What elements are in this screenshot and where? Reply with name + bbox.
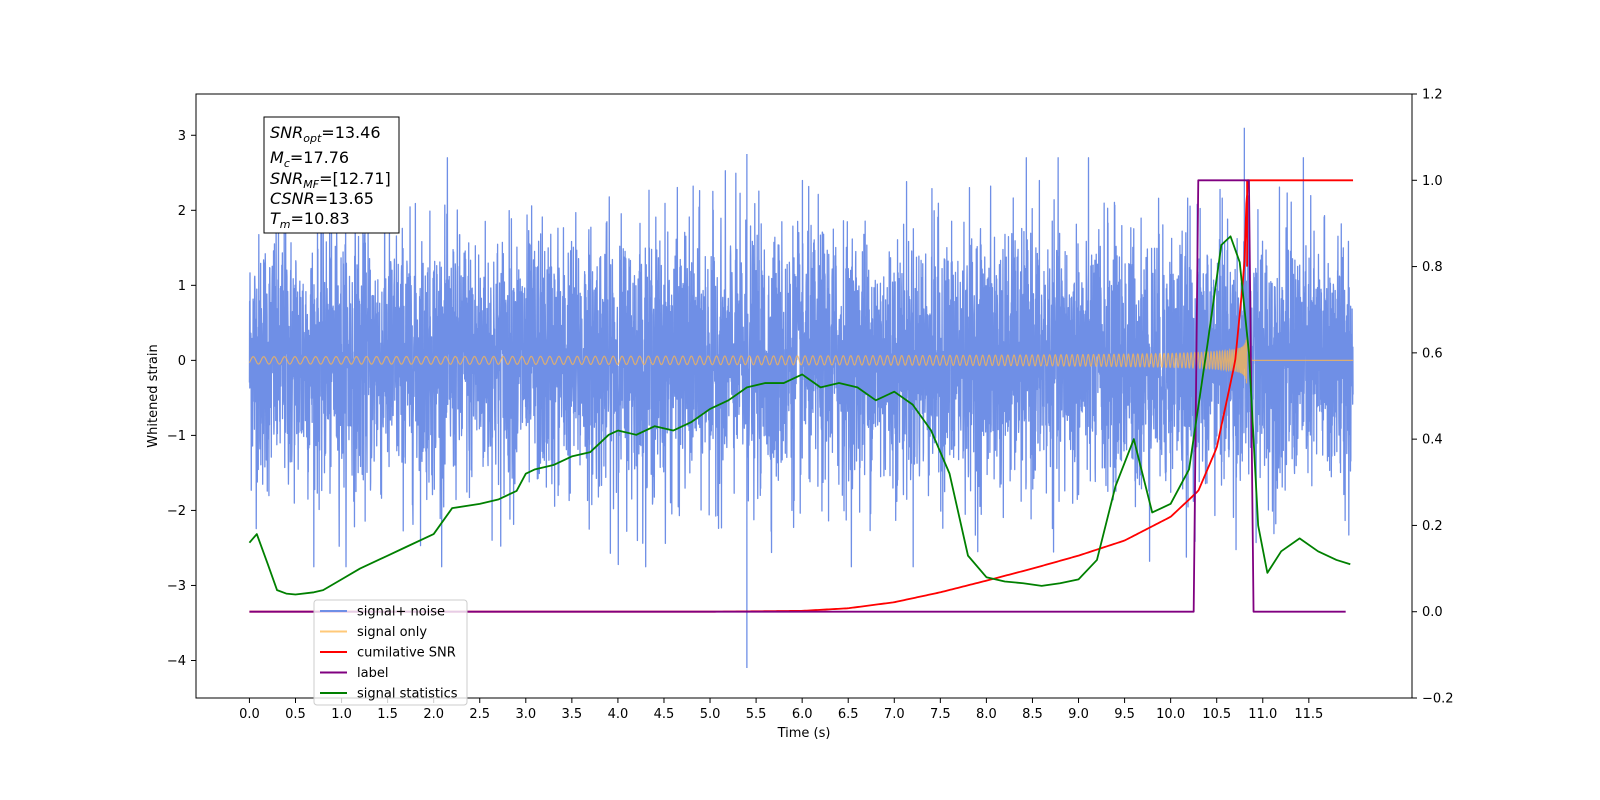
- plot-frame: [195, 93, 1413, 699]
- legend-entry: signal only: [357, 625, 427, 640]
- y-axis-label: Whitened strain: [146, 344, 161, 447]
- x-tick-label: 7.5: [930, 707, 951, 722]
- annotation-box: SNRopt=13.46Mc=17.76SNRMF=[12.71]CSNR=13…: [263, 116, 400, 234]
- x-tick-label: 3.0: [515, 707, 536, 722]
- x-tick-label: 7.0: [884, 707, 905, 722]
- y-right-tick-label: 1.2: [1422, 88, 1443, 103]
- y-right-tick-label: 1.0: [1422, 174, 1443, 189]
- x-tick-label: 9.5: [1114, 707, 1135, 722]
- y-right-tick-label: 0.8: [1422, 260, 1443, 275]
- annotation-symbol: M: [270, 148, 284, 167]
- annotation-frame: [263, 116, 400, 234]
- annotation-line: Mc=17.76: [270, 148, 349, 170]
- legend-entry: label: [357, 666, 388, 681]
- x-tick-label: 10.5: [1202, 707, 1231, 722]
- annotation-subscript: m: [280, 218, 291, 231]
- x-axis-label: Time (s): [777, 726, 831, 741]
- y-tick-label: 0: [178, 354, 186, 369]
- series-signal-noise: [248, 127, 1354, 668]
- y-right-tick-label: 0.2: [1422, 519, 1443, 534]
- x-tick-label: 3.5: [562, 707, 583, 722]
- annotation-line: CSNR=13.65: [270, 189, 374, 208]
- annotation-symbol: SNR: [270, 169, 303, 188]
- x-tick-label: 4.0: [608, 707, 629, 722]
- y-axis-right: 1.2 1.0 0.8 0.6 0.4 0.2 0.0 −0.2: [1412, 88, 1454, 707]
- legend-entry: cumilative SNR: [357, 646, 456, 661]
- x-tick-label: 8.5: [1022, 707, 1043, 722]
- series-signal-only: [248, 336, 1354, 384]
- x-tick-label: 4.5: [654, 707, 675, 722]
- x-tick-label: 11.0: [1248, 707, 1277, 722]
- annotation-line: SNRMF=[12.71]: [270, 169, 391, 191]
- annotation-subscript: opt: [303, 132, 322, 145]
- y-right-tick-label: 0.6: [1422, 346, 1443, 361]
- annotation-value: =13.46: [321, 123, 380, 142]
- x-tick-label: 8.0: [976, 707, 997, 722]
- annotation-symbol: CSNR: [270, 189, 315, 208]
- legend-entry: signal statistics: [357, 687, 458, 702]
- series-signal-statistics: [248, 235, 1351, 596]
- annotation-value: =13.65: [315, 189, 374, 208]
- y-tick-label: −1: [167, 429, 186, 444]
- y-tick-label: −2: [167, 504, 186, 519]
- annotation-subscript: MF: [303, 178, 319, 191]
- y-tick-label: −4: [167, 654, 186, 669]
- x-tick-label: 0.5: [285, 707, 306, 722]
- x-tick-label: 9.0: [1068, 707, 1089, 722]
- x-tick-label: 10.0: [1156, 707, 1185, 722]
- x-tick-label: 5.0: [700, 707, 721, 722]
- annotation-value: =10.83: [291, 209, 350, 228]
- x-axis: 0.0 0.5 1.0 1.5 2.0 2.5 3.0 3.5 4.0 4.5 5.0 5.5 6.0 6…: [239, 698, 1323, 722]
- x-tick-label: 6.0: [792, 707, 813, 722]
- y-right-tick-label: 0.0: [1422, 605, 1443, 620]
- x-tick-label: 5.5: [746, 707, 767, 722]
- legend: signal+ noise signal only cumilative SNR la…: [313, 599, 468, 706]
- y-right-tick-label: 0.4: [1422, 433, 1443, 448]
- x-tick-label: 0.0: [239, 707, 260, 722]
- x-tick-label: 1.0: [331, 707, 352, 722]
- series-label: [249, 179, 1346, 613]
- legend-entry: signal+ noise: [357, 605, 445, 620]
- annotation-symbol: SNR: [270, 123, 303, 142]
- x-tick-label: 11.5: [1294, 707, 1323, 722]
- annotation-value: =17.76: [290, 148, 349, 167]
- annotation-line: Tm=10.83: [270, 209, 350, 231]
- y-axis-left: 3 2 1 0 −1 −2 −3 −4: [167, 129, 196, 669]
- x-tick-label: 1.5: [377, 707, 398, 722]
- y-tick-label: −3: [167, 579, 186, 594]
- x-tick-label: 6.5: [838, 707, 859, 722]
- x-tick-label: 2.5: [469, 707, 490, 722]
- y-tick-label: 1: [178, 279, 186, 294]
- y-tick-label: 2: [178, 204, 186, 219]
- annotation-subscript: c: [284, 157, 290, 170]
- x-tick-label: 2.0: [423, 707, 444, 722]
- legend-frame: [313, 599, 468, 706]
- y-tick-label: 3: [178, 129, 186, 144]
- annotation-symbol: T: [270, 209, 281, 228]
- y-right-tick-label: −0.2: [1422, 692, 1454, 707]
- annotation-value: =[12.71]: [319, 169, 391, 188]
- annotation-line: SNRopt=13.46: [270, 123, 381, 145]
